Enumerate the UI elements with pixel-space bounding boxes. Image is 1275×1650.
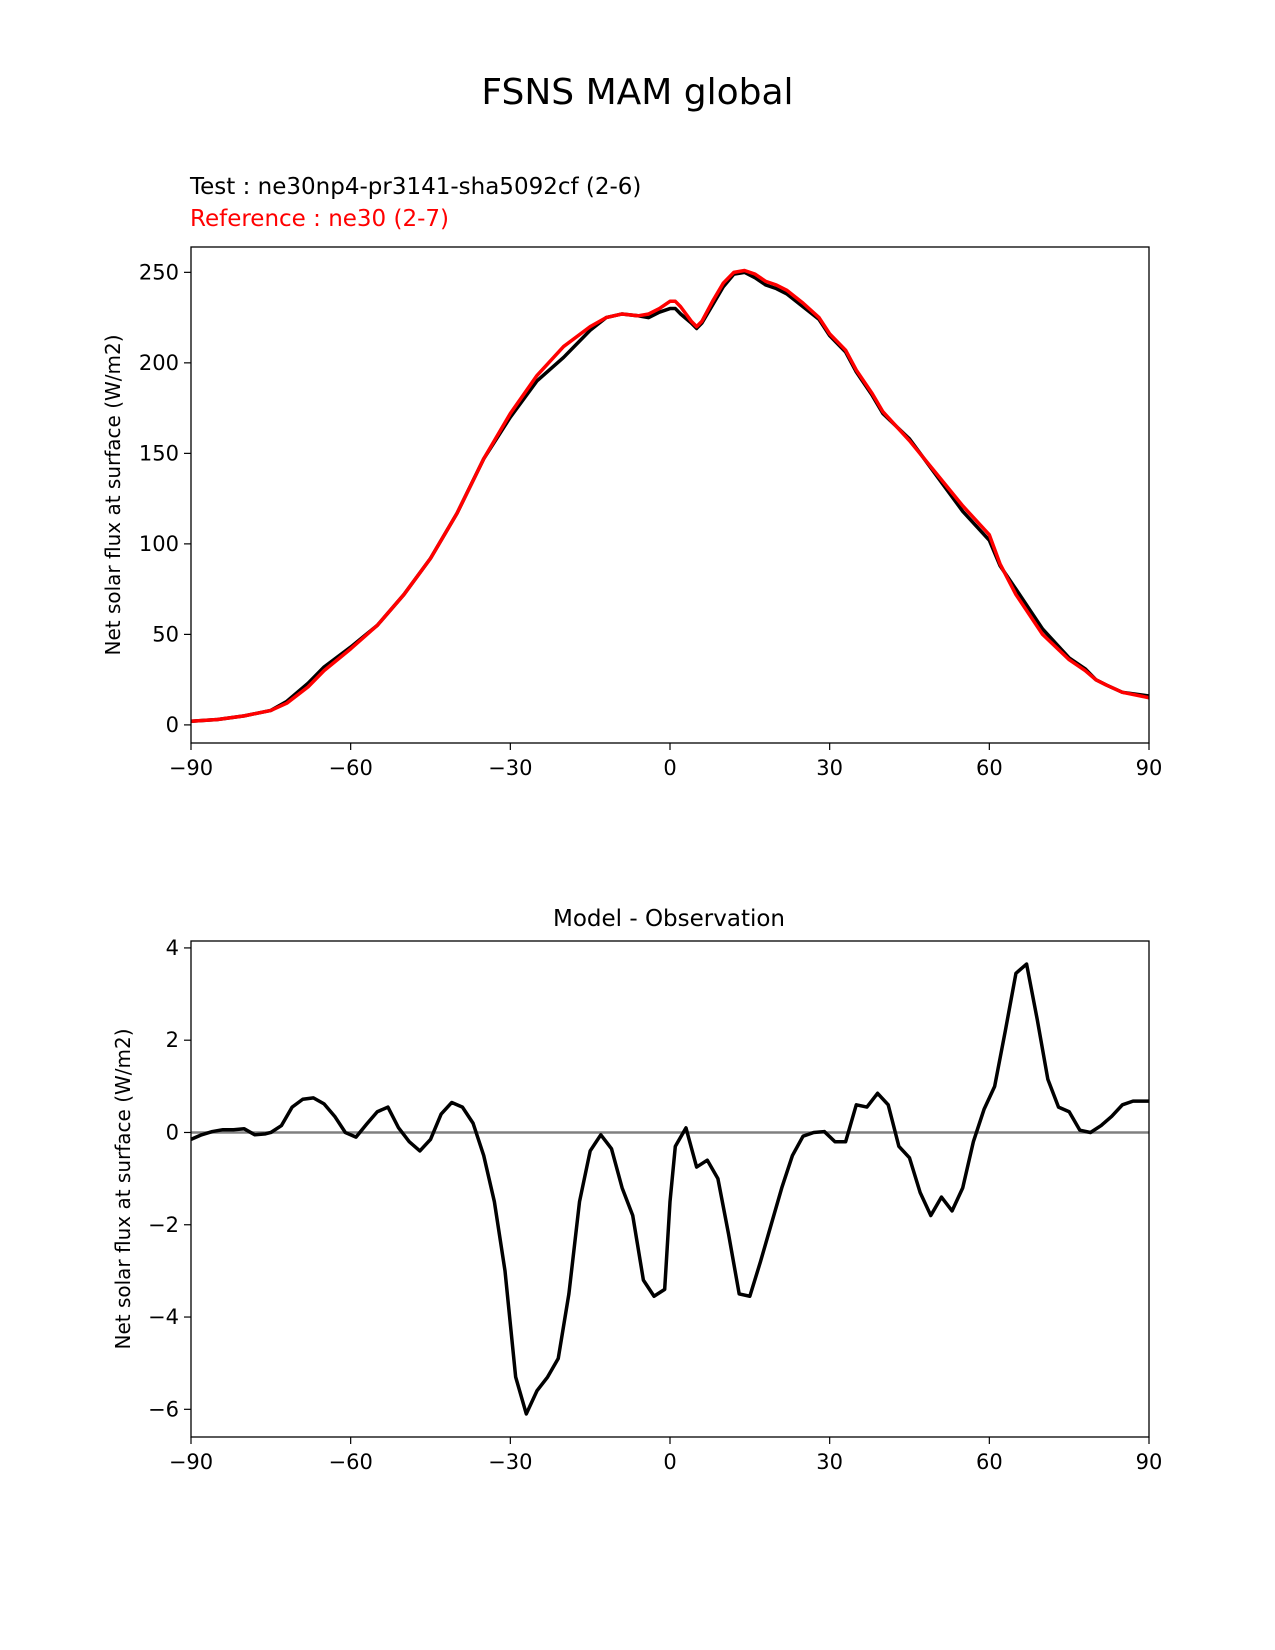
top-y-axis-label: Net solar flux at surface (W/m2)	[101, 334, 125, 655]
x-tick-label: −30	[488, 1450, 532, 1474]
bottom-series-group	[190, 962, 1149, 1416]
x-tick-label: 60	[976, 756, 1003, 780]
bottom-panel: Model - Observation −90 −60 −30 0 30 60 90 −6−…	[111, 906, 1162, 1474]
y-tick-label: −6	[148, 1397, 179, 1421]
y-tick-label: 4	[166, 936, 179, 960]
x-tick-label: 30	[816, 756, 843, 780]
y-tick-label: 200	[139, 351, 179, 375]
x-tick-label: −90	[169, 1450, 213, 1474]
legend-reference-label: Reference : ne30 (2-7)	[190, 206, 450, 232]
x-tick-label: 0	[663, 756, 676, 780]
bottom-chart-title: Model - Observation	[553, 906, 785, 932]
x-tick-label: 90	[1136, 756, 1163, 780]
y-tick-label: 0	[166, 713, 179, 737]
bottom-x-ticks: −90 −60 −30 0 30 60 90	[169, 1437, 1163, 1474]
series-line-1	[190, 268, 1150, 724]
y-tick-label: 2	[166, 1028, 179, 1052]
x-tick-label: 0	[663, 1450, 676, 1474]
top-y-ticks: 0 50 100 150 200 250	[139, 260, 191, 737]
series-line-0	[190, 962, 1149, 1416]
top-x-ticks: −90 −60 −30 0 30 60 90	[169, 743, 1163, 780]
bottom-y-ticks: −6 −4 −2 0 2 4	[148, 936, 191, 1421]
top-panel: −90 −60 −30 0 30 60 90 0 50 100 150 200 250 Net sol…	[101, 246, 1163, 780]
x-tick-label: −30	[488, 756, 532, 780]
y-tick-label: 100	[139, 532, 179, 556]
bottom-y-axis-label: Net solar flux at surface (W/m2)	[111, 1028, 135, 1349]
y-tick-label: 50	[152, 622, 179, 646]
top-series-group	[190, 268, 1150, 724]
x-tick-label: 90	[1136, 1450, 1163, 1474]
series-line-0	[190, 270, 1150, 724]
x-tick-label: −60	[329, 1450, 373, 1474]
figure-title: FSNS MAM global	[481, 72, 794, 113]
y-tick-label: −2	[148, 1213, 179, 1237]
y-tick-label: 150	[139, 441, 179, 465]
x-tick-label: 30	[816, 1450, 843, 1474]
x-tick-label: −90	[169, 756, 213, 780]
y-tick-label: 0	[166, 1120, 179, 1144]
x-tick-label: −60	[329, 756, 373, 780]
y-tick-label: 250	[139, 260, 179, 284]
top-axes-frame	[190, 246, 1150, 744]
legend-test-label: Test : ne30np4-pr3141-sha5092cf (2-6)	[190, 174, 642, 200]
y-tick-label: −4	[148, 1305, 179, 1329]
x-tick-label: 60	[976, 1450, 1003, 1474]
